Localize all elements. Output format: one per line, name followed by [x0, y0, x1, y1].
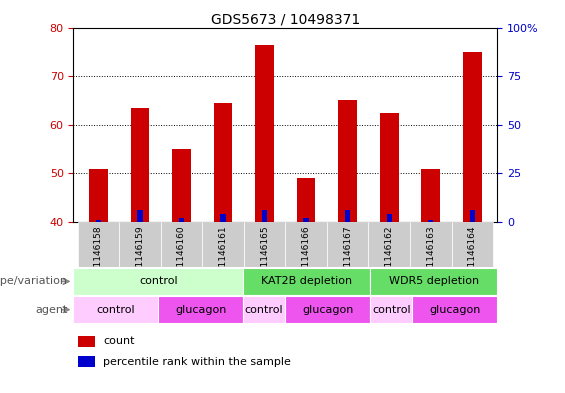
- Text: GSM1146165: GSM1146165: [260, 226, 269, 286]
- Bar: [412, 296, 497, 323]
- Bar: [78, 336, 95, 347]
- Bar: [160, 222, 202, 267]
- Text: glucagon: glucagon: [429, 305, 480, 315]
- Text: GSM1146167: GSM1146167: [343, 226, 352, 286]
- Bar: [158, 296, 243, 323]
- Text: glucagon: glucagon: [302, 305, 353, 315]
- Bar: [77, 222, 119, 267]
- Bar: [428, 220, 433, 222]
- Bar: [95, 220, 101, 222]
- Bar: [172, 149, 191, 222]
- Bar: [303, 218, 308, 222]
- Bar: [470, 210, 475, 222]
- Text: GSM1146161: GSM1146161: [219, 226, 228, 286]
- Text: percentile rank within the sample: percentile rank within the sample: [103, 356, 291, 367]
- Bar: [338, 101, 357, 222]
- Bar: [73, 296, 158, 323]
- Text: count: count: [103, 336, 134, 346]
- Bar: [89, 169, 108, 222]
- Bar: [297, 178, 315, 222]
- Text: WDR5 depletion: WDR5 depletion: [389, 276, 479, 286]
- Bar: [73, 268, 243, 295]
- Bar: [421, 169, 440, 222]
- Bar: [370, 296, 412, 323]
- Bar: [243, 296, 285, 323]
- Bar: [179, 218, 184, 222]
- Text: KAT2B depletion: KAT2B depletion: [261, 276, 352, 286]
- Bar: [410, 222, 451, 267]
- Bar: [119, 222, 160, 267]
- Bar: [244, 222, 285, 267]
- Text: GSM1146163: GSM1146163: [426, 226, 435, 286]
- Text: GSM1146159: GSM1146159: [136, 226, 145, 286]
- Bar: [463, 52, 481, 222]
- Text: agent: agent: [36, 305, 68, 315]
- Text: GSM1146158: GSM1146158: [94, 226, 103, 286]
- Text: genotype/variation: genotype/variation: [0, 276, 68, 286]
- Text: GSM1146164: GSM1146164: [468, 226, 477, 286]
- Bar: [262, 210, 267, 222]
- Bar: [345, 210, 350, 222]
- Bar: [386, 214, 392, 222]
- Text: GSM1146162: GSM1146162: [385, 226, 394, 286]
- Text: control: control: [245, 305, 284, 315]
- Bar: [285, 222, 327, 267]
- Title: GDS5673 / 10498371: GDS5673 / 10498371: [211, 12, 360, 26]
- Text: control: control: [139, 276, 177, 286]
- Bar: [214, 103, 232, 222]
- Text: control: control: [97, 305, 135, 315]
- Bar: [451, 222, 493, 267]
- Bar: [202, 222, 244, 267]
- Text: control: control: [372, 305, 411, 315]
- Bar: [368, 222, 410, 267]
- Bar: [370, 268, 497, 295]
- Bar: [380, 113, 398, 222]
- Bar: [131, 108, 149, 222]
- Text: GSM1146160: GSM1146160: [177, 226, 186, 286]
- Bar: [285, 296, 370, 323]
- Bar: [220, 214, 225, 222]
- Text: glucagon: glucagon: [175, 305, 226, 315]
- Bar: [137, 210, 142, 222]
- Bar: [327, 222, 368, 267]
- Text: GSM1146166: GSM1146166: [302, 226, 311, 286]
- Bar: [243, 268, 370, 295]
- Bar: [255, 44, 274, 222]
- Bar: [78, 356, 95, 367]
